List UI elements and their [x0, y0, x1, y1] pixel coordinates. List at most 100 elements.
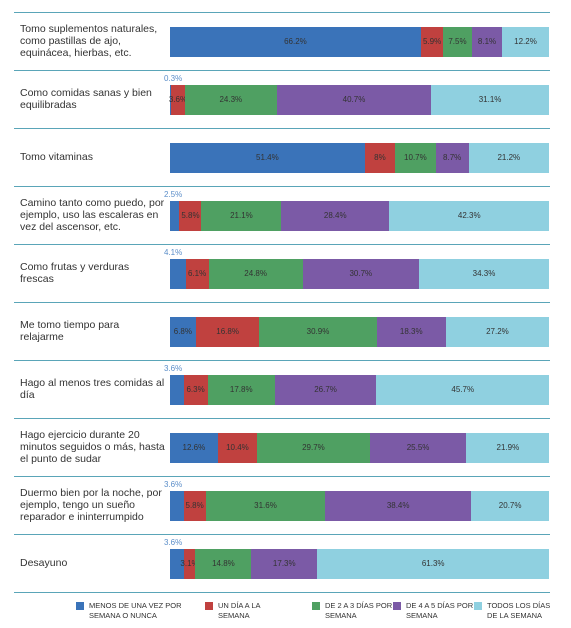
value-label: 30.9%	[306, 327, 330, 336]
value-label: 21.1%	[230, 211, 253, 220]
legend-swatch	[76, 602, 84, 610]
bar-segment	[274, 375, 377, 405]
row-separator	[14, 12, 550, 13]
legend-item: DE 2 A 3 DÍAS POR SEMANA	[312, 601, 395, 621]
bar-segment	[257, 433, 370, 463]
value-label: 31.1%	[478, 95, 502, 104]
bar-segment	[376, 375, 550, 405]
bar-segment	[468, 143, 549, 173]
row-separator	[14, 360, 550, 361]
bar-segment	[179, 201, 202, 231]
value-label: 26.7%	[314, 385, 337, 394]
category-label: Me tomo tiempo para relajarme	[20, 319, 120, 343]
legend-label: MENOS DE UNA VEZ POR SEMANA O NUNCA	[89, 601, 182, 620]
bar-segment	[208, 259, 303, 289]
bar-segment	[431, 85, 549, 115]
value-label: 24.3%	[219, 95, 243, 104]
value-label: 51.4%	[256, 153, 279, 162]
value-label: 3.6%	[164, 480, 183, 489]
value-label: 10.7%	[404, 153, 427, 162]
value-label: 8%	[374, 153, 386, 162]
bar-segment	[195, 549, 252, 579]
category-label: Tomo suplementos naturales, como pastill…	[20, 23, 158, 59]
value-label: 16.8%	[216, 327, 239, 336]
row-separator	[14, 592, 550, 593]
bar-segment	[445, 317, 549, 347]
bar-segment	[325, 491, 471, 521]
value-label: 0.3%	[164, 74, 183, 83]
bar-segment	[317, 549, 550, 579]
value-label: 27.2%	[486, 327, 509, 336]
value-label: 8.1%	[477, 37, 497, 46]
value-label: 40.7%	[342, 95, 366, 104]
bar-segment	[201, 201, 282, 231]
bar-segment	[170, 491, 184, 521]
bar-segment	[195, 317, 260, 347]
value-label: 17.3%	[272, 559, 296, 568]
value-label: 3.6%	[164, 364, 183, 373]
legend-item: DE 4 A 5 DÍAS POR SEMANA	[393, 601, 476, 621]
value-label: 6.3%	[186, 385, 205, 394]
bar-segment	[183, 549, 196, 579]
bar-segment	[419, 259, 549, 289]
value-label: 5.8%	[185, 501, 204, 510]
bar-segment	[170, 27, 421, 57]
bar-segment	[369, 433, 467, 463]
category-label: Hago ejercicio durante 20 minutos seguid…	[20, 429, 165, 465]
bar-segment	[170, 259, 186, 289]
legend-label: TODOS LOS DÍAS DE LA SEMANA	[487, 601, 551, 620]
bar-segment	[207, 375, 275, 405]
bar-segment	[443, 27, 472, 57]
bar-segment	[170, 375, 184, 405]
value-label: 30.7%	[349, 269, 373, 278]
bar-segment	[205, 491, 326, 521]
value-label: 66.2%	[284, 37, 307, 46]
row-separator	[14, 70, 550, 71]
category-label: Duermo bien por la noche, por ejemplo, t…	[20, 487, 162, 523]
value-label: 5.8%	[181, 211, 200, 220]
bar-segment	[302, 259, 419, 289]
bar-segment	[281, 201, 390, 231]
bar-segment	[184, 85, 277, 115]
value-label: 10.4%	[226, 443, 249, 452]
legend-item: MENOS DE UNA VEZ POR SEMANA O NUNCA	[76, 601, 199, 621]
category-label: Hago al menos tres comidas al día	[20, 377, 165, 401]
value-label: 25.5%	[406, 443, 430, 452]
bar-segment	[389, 201, 550, 231]
bar-segment	[364, 143, 396, 173]
value-label: 38.4%	[386, 501, 410, 510]
value-label: 34.3%	[472, 269, 496, 278]
row-separator	[14, 534, 550, 535]
legend-label: DE 2 A 3 DÍAS POR SEMANA	[325, 601, 393, 620]
bar-segment	[471, 27, 503, 57]
legend-item: TODOS LOS DÍAS DE LA SEMANA	[474, 601, 562, 621]
value-label: 17.8%	[229, 385, 253, 394]
value-label: 2.5%	[164, 190, 183, 199]
row-separator	[14, 186, 550, 187]
row-separator	[14, 302, 550, 303]
value-label: 12.6%	[182, 443, 206, 452]
bar-segment	[466, 433, 550, 463]
legend-label: DE 4 A 5 DÍAS POR SEMANA	[406, 601, 474, 620]
value-label: 6.1%	[187, 269, 207, 278]
bar-segment	[251, 549, 318, 579]
category-label: Desayuno	[20, 557, 68, 569]
legend-swatch	[312, 602, 320, 610]
value-label: 31.6%	[254, 501, 277, 510]
value-label: 45.7%	[451, 385, 475, 394]
value-label: 3.1%	[180, 559, 199, 568]
bar-segment	[170, 317, 196, 347]
bar-segment	[171, 85, 185, 115]
category-label: Tomo vitaminas	[20, 151, 93, 163]
value-label: 3.6%	[168, 95, 188, 104]
value-label: 28.4%	[323, 211, 347, 220]
bar-segment	[170, 433, 218, 463]
value-label: 5.9%	[422, 37, 442, 46]
value-label: 29.7%	[302, 443, 325, 452]
bar-segment	[170, 549, 184, 579]
bar-segment	[420, 27, 444, 57]
bar-segment	[259, 317, 377, 347]
bar-segment	[376, 317, 446, 347]
legend-swatch	[205, 602, 213, 610]
